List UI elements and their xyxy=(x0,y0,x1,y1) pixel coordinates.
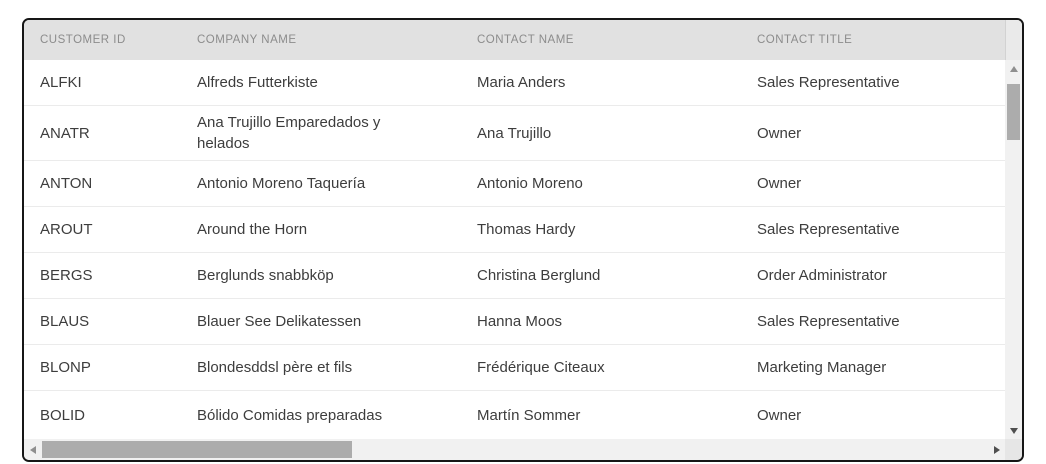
table-body: ALFKI Alfreds Futterkiste Maria Anders S… xyxy=(24,60,1005,439)
scroll-up-button[interactable] xyxy=(1005,60,1022,77)
horizontal-scrollbar-thumb[interactable] xyxy=(42,441,352,458)
scroll-right-button[interactable] xyxy=(988,439,1005,460)
cell-contact-title: Owner xyxy=(757,124,802,142)
cell-contact-title: Sales Representative xyxy=(757,74,900,91)
cell-contact-name: Thomas Hardy xyxy=(477,221,576,238)
column-header-customer-id[interactable]: CUSTOMER ID xyxy=(40,34,126,46)
scroll-right-icon xyxy=(993,445,1000,454)
scroll-down-button[interactable] xyxy=(1005,422,1022,439)
scroll-left-button[interactable] xyxy=(24,439,41,460)
cell-customer-id: BOLID xyxy=(40,406,86,424)
cell-contact-title: Sales Representative xyxy=(757,221,900,238)
cell-company-name: Around the Horn xyxy=(197,221,308,238)
scroll-left-icon xyxy=(29,445,36,454)
customers-table-widget: CUSTOMER ID COMPANY NAME CONTACT NAME CO… xyxy=(22,18,1024,462)
table-row[interactable]: AROUT Around the Horn Thomas Hardy Sales… xyxy=(24,207,1005,253)
table-row[interactable]: ALFKI Alfreds Futterkiste Maria Anders S… xyxy=(24,60,1005,106)
table-row[interactable]: ANTON Antonio Moreno Taquería Antonio Mo… xyxy=(24,161,1005,207)
cell-contact-title: Owner xyxy=(757,406,802,424)
cell-contact-title: Order Administrator xyxy=(757,267,888,284)
cell-contact-name: Maria Anders xyxy=(477,74,566,91)
cell-contact-title: Owner xyxy=(757,175,802,192)
cell-customer-id: BLAUS xyxy=(40,313,90,330)
scrollbar-corner xyxy=(1005,439,1022,460)
cell-company-name: Ana Trujillo Emparedados y helados xyxy=(197,114,381,152)
cell-customer-id: BLONP xyxy=(40,359,91,376)
table-header: CUSTOMER ID COMPANY NAME CONTACT NAME CO… xyxy=(24,20,1022,60)
cell-company-name: Bólido Comidas preparadas xyxy=(197,406,383,424)
cell-company-name: Alfreds Futterkiste xyxy=(197,74,318,91)
scroll-down-icon xyxy=(1009,427,1018,434)
table-row[interactable]: BOLID Bólido Comidas preparadas Martín S… xyxy=(24,391,1005,439)
table-row[interactable]: BLAUS Blauer See Delikatessen Hanna Moos… xyxy=(24,299,1005,345)
cell-customer-id: BERGS xyxy=(40,267,93,284)
cell-contact-name: Ana Trujillo xyxy=(477,124,552,142)
cell-contact-name: Hanna Moos xyxy=(477,313,563,330)
cell-contact-title: Marketing Manager xyxy=(757,359,887,376)
cell-contact-name: Christina Berglund xyxy=(477,267,601,284)
cell-customer-id: ANATR xyxy=(40,124,90,142)
vertical-scrollbar-thumb[interactable] xyxy=(1007,84,1020,140)
cell-customer-id: ALFKI xyxy=(40,74,82,91)
column-header-contact-title[interactable]: CONTACT TITLE xyxy=(757,34,853,46)
cell-company-name: Blondesddsl père et fils xyxy=(197,359,353,376)
table-row[interactable]: ANATR Ana Trujillo Emparedados y helados… xyxy=(24,106,1005,161)
header-scrollbar-spacer xyxy=(1005,20,1022,60)
vertical-scrollbar[interactable] xyxy=(1005,60,1022,439)
scroll-up-icon xyxy=(1009,65,1018,72)
cell-contact-title: Sales Representative xyxy=(757,313,900,330)
cell-contact-name: Martín Sommer xyxy=(477,406,581,424)
column-header-contact-name[interactable]: CONTACT NAME xyxy=(477,34,574,46)
cell-customer-id: AROUT xyxy=(40,221,93,238)
column-header-company-name[interactable]: COMPANY NAME xyxy=(197,34,297,46)
cell-customer-id: ANTON xyxy=(40,175,93,192)
table-row[interactable]: BLONP Blondesddsl père et fils Frédériqu… xyxy=(24,345,1005,391)
cell-contact-name: Antonio Moreno xyxy=(477,175,583,192)
cell-company-name: Antonio Moreno Taquería xyxy=(197,175,366,192)
cell-company-name: Berglunds snabbköp xyxy=(197,267,334,284)
cell-company-name: Blauer See Delikatessen xyxy=(197,313,362,330)
horizontal-scrollbar[interactable] xyxy=(24,439,1005,460)
cell-contact-name: Frédérique Citeaux xyxy=(477,359,605,376)
table-row[interactable]: BERGS Berglunds snabbköp Christina Bergl… xyxy=(24,253,1005,299)
